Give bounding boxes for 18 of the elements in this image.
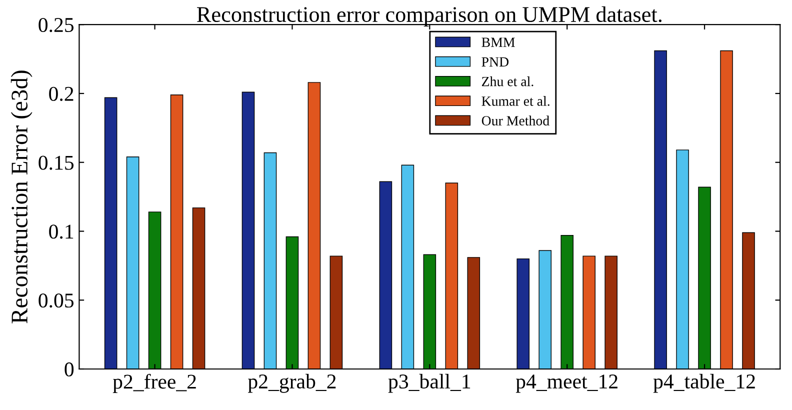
y-tick-label: 0.1 xyxy=(49,224,74,239)
y-tick-label: 0.2 xyxy=(49,86,74,102)
y-tick-label: 0 xyxy=(64,362,74,376)
y-tick-label: 0.25 xyxy=(38,18,74,32)
legend-label: BMM xyxy=(482,38,515,47)
y-tick-label: 0.05 xyxy=(38,293,74,308)
chart-title: Reconstruction error comparison on UMPM dataset. xyxy=(197,6,662,27)
x-tick-label: p2_free_2 xyxy=(112,374,196,393)
x-tick-label: p2_grab_2 xyxy=(248,374,336,393)
x-tick-label: p3_ball_1 xyxy=(388,374,470,393)
legend-label: Kumar et al. xyxy=(482,96,550,106)
x-tick-label: p4_meet_12 xyxy=(516,374,618,393)
legend-label: PND xyxy=(482,57,509,66)
y-axis-title: Reconstruction Error (e3d) xyxy=(10,70,32,324)
y-tick-label: 0.15 xyxy=(38,156,74,170)
x-tick-label: p4_table_12 xyxy=(653,374,755,393)
legend-label: Our Method xyxy=(482,116,550,126)
legend-label: Zhu et al. xyxy=(482,76,534,86)
